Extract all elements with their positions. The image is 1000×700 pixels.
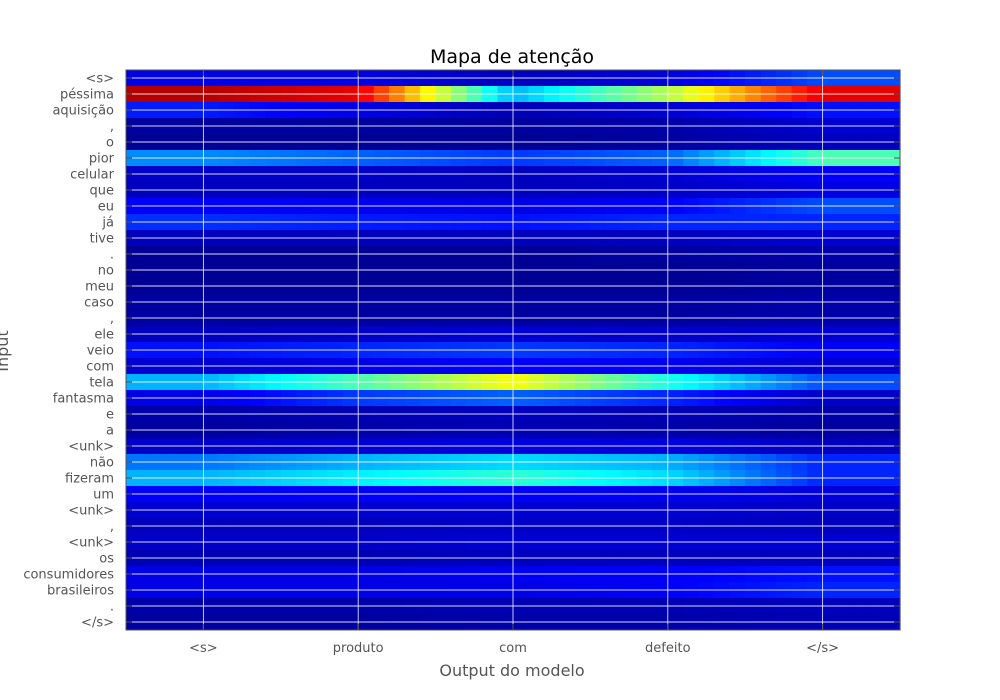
y-tick-label: e [106,408,114,423]
heatmap-cell [435,278,591,295]
heatmap-cell [280,358,437,375]
y-tick-label: </s> [81,616,114,631]
y-tick-label: péssima [60,88,114,103]
y-tick-label: a [106,424,114,439]
grid-lines [126,70,900,630]
y-tick-label: fizeram [65,472,114,487]
x-tick-label: defeito [645,641,691,656]
heatmap-cell [435,598,591,615]
y-tick-label: consumidores [23,568,114,583]
y-tick-label: com [86,360,114,375]
heatmap-cell [590,230,746,247]
y-tick-label: , [110,520,114,535]
heatmap-cell [126,326,282,343]
y-tick-label: pior [89,152,115,167]
y-tick-label: tela [89,376,114,391]
y-tick-label: <unk> [68,440,114,455]
y-tick-label: aquisição [52,104,114,119]
y-tick-label: veio [87,344,114,359]
y-tick-label: , [110,312,114,327]
y-tick-label: brasileiros [47,584,114,599]
heatmap-cell [126,598,282,615]
y-tick-label: o [106,136,114,151]
y-tick-label: <s> [85,72,114,87]
y-tick-label: . [110,248,114,263]
y-tick-label: , [110,120,114,135]
y-tick-label: <unk> [68,504,114,519]
x-axis-ticks: <s> produto com defeito </s> [189,70,839,656]
y-axis-ticks: <s>péssimaaquisição,opiorcelularqueeuját… [23,72,900,631]
y-tick-label: celular [70,168,115,183]
y-tick-label: eu [98,200,114,215]
x-tick-label: com [499,641,527,656]
heatmap-cell [590,118,746,135]
x-tick-label: </s> [806,641,839,656]
y-tick-label: ele [94,328,114,343]
heatmap-cell [590,342,746,359]
heatmap-cell [745,214,901,231]
y-tick-label: já [101,216,114,231]
x-axis-label: Output do modelo [439,661,584,680]
heatmap-cell [590,262,746,279]
x-tick-label: produto [333,641,384,656]
heatmap-cell [745,294,901,311]
heatmap-cell [745,534,901,551]
heatmap-cell [280,310,437,327]
y-axis-label: Input [0,330,12,371]
heatmap-cell [126,134,282,151]
y-tick-label: que [90,184,115,199]
heatmap-cell [280,182,437,199]
heatmap-cell [435,118,591,135]
y-tick-label: tive [90,232,114,247]
y-tick-label: fantasma [53,392,114,407]
y-tick-label: <unk> [68,536,114,551]
heatmap-cell [126,118,282,135]
y-tick-label: um [93,488,114,503]
y-tick-label: meu [85,280,114,295]
heatmap-cell [745,182,901,199]
y-tick-label: no [98,264,114,279]
x-tick-label: <s> [189,641,218,656]
y-tick-label: os [99,552,114,567]
heatmap-cell [280,374,437,391]
heatmap-cell [126,390,282,407]
y-tick-label: caso [84,296,114,311]
heatmap-cell [280,102,437,119]
heatmap-cell [745,406,901,423]
y-tick-label: não [90,456,114,471]
heatmap-cell [745,358,901,375]
y-tick-label: . [110,600,114,615]
heatmap-cell [280,502,437,519]
heatmap-cell [590,326,746,343]
heatmap-cell [126,502,282,519]
heatmap-cell [590,518,746,535]
heatmap-cell [435,582,591,599]
heatmap-cell [590,486,746,503]
chart-title: Mapa de atenção [430,46,594,68]
